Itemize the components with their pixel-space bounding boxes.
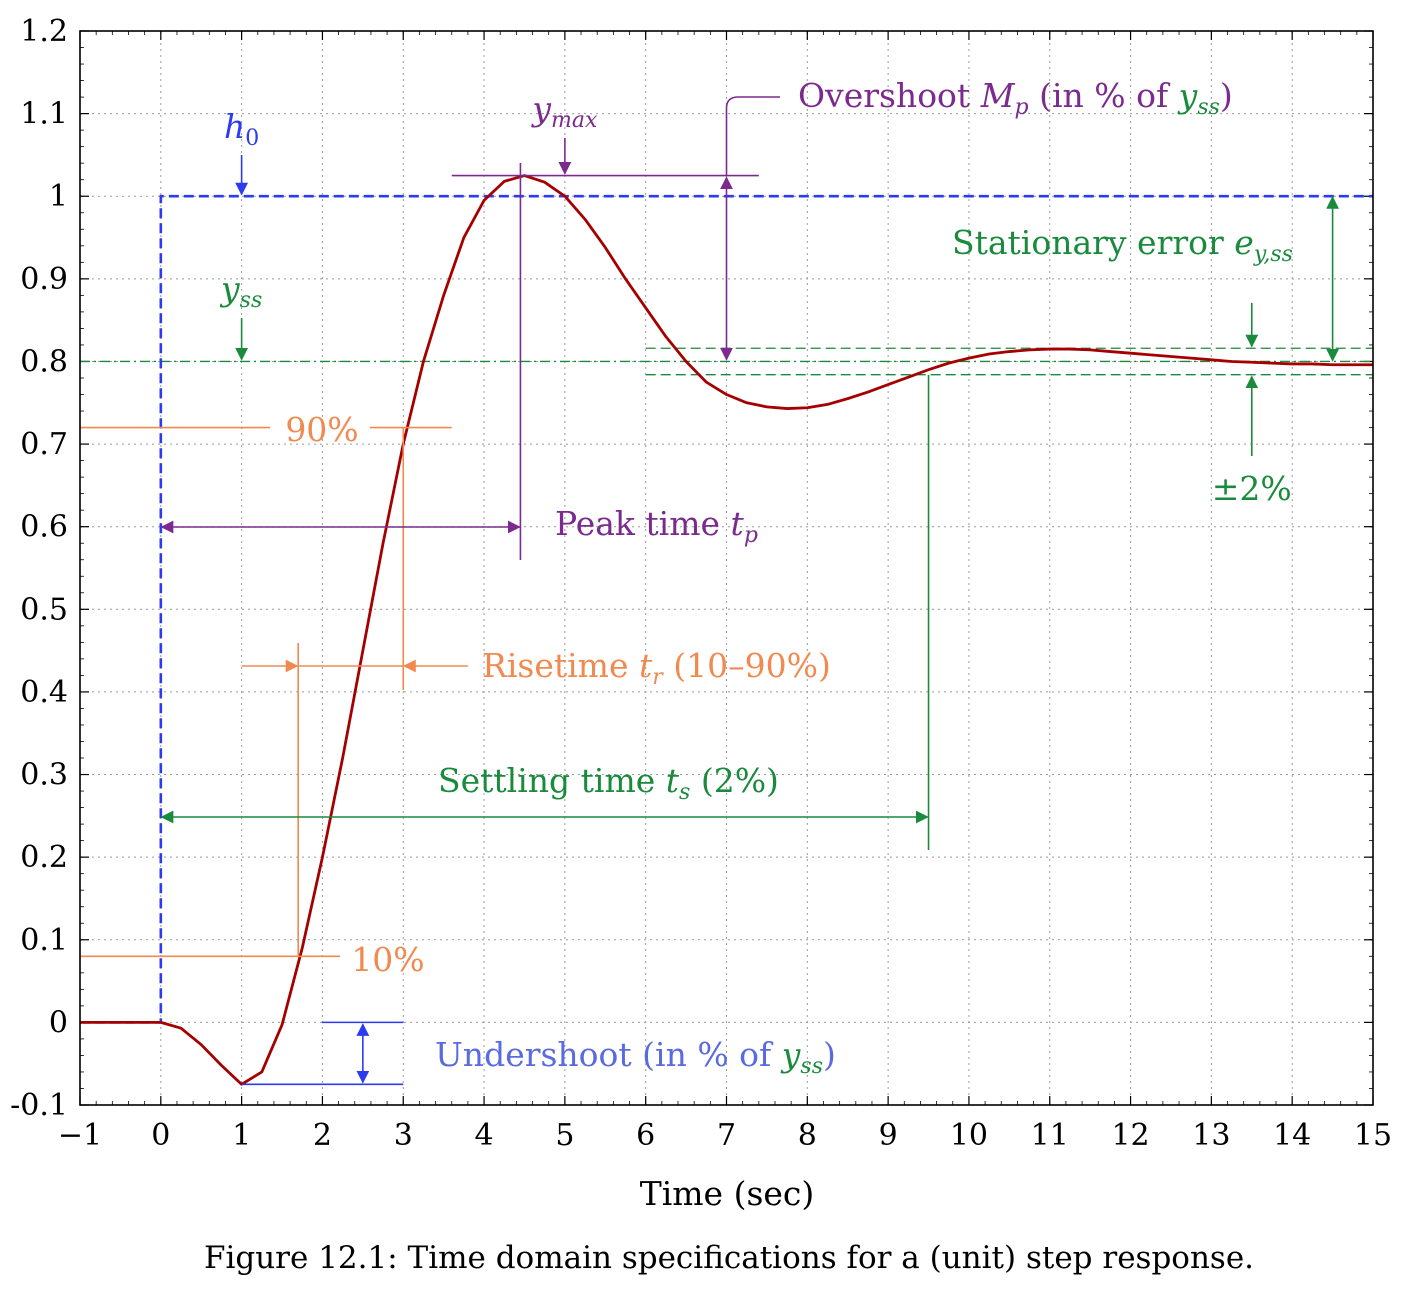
ymax-label: ymax: [530, 89, 598, 133]
x-tick-label: 6: [636, 1118, 655, 1153]
step-response-line: [80, 174, 1373, 1086]
figure-caption: Figure 12.1: Time domain specifications …: [204, 1240, 1254, 1276]
x-axis-label: Time (sec): [640, 1174, 815, 1213]
x-tick-label: 2: [313, 1118, 332, 1153]
y-tick-label: 1.1: [20, 97, 68, 132]
plot-frame: [79, 30, 1374, 1106]
series: [80, 174, 1373, 1086]
x-tick-label: 0: [151, 1118, 170, 1153]
y-tick-label: 0.8: [20, 344, 68, 379]
peak-time-label: Peak time tp: [555, 504, 758, 548]
level90-label: 90%: [285, 410, 358, 449]
x-tick-label: 7: [717, 1118, 736, 1153]
x-tick-label: 13: [1192, 1118, 1230, 1153]
y-tick-label: 0.1: [20, 923, 68, 958]
x-tick-label: 9: [879, 1118, 898, 1153]
y-tick-label: 0.5: [20, 592, 68, 627]
y-tick-label: -0.1: [10, 1088, 68, 1123]
annotations: h0 yss ymax Overshoot Mp (in % of yss) Stati…: [80, 76, 1339, 1086]
level10-label: 10%: [351, 940, 424, 979]
y-tick-label: 0.7: [20, 427, 68, 462]
y-tick-label: 0.6: [20, 510, 68, 545]
stationary-error-label: Stationary error ey,ss: [952, 223, 1293, 267]
x-tick-label: 8: [798, 1118, 817, 1153]
x-tick-label: 3: [394, 1118, 413, 1153]
reference-lines: [80, 347, 1373, 376]
y-tick-label: 1.2: [20, 14, 68, 49]
x-tick-label: 4: [475, 1118, 494, 1153]
x-tick-label: 14: [1273, 1118, 1311, 1153]
y-tick-label: 1: [49, 179, 68, 214]
undershoot-label: Undershoot (in % of yss): [435, 1035, 836, 1079]
tick-labels: −1 0 1 2 3 4 5 6 7 8 9 10 11 12 13 14 15-0.100.10.20.30.…: [10, 14, 1392, 1153]
h0-label: h0: [224, 107, 259, 151]
y-tick-label: 0.3: [20, 758, 68, 793]
tolerance-label: ±2%: [1212, 469, 1292, 508]
x-tick-label: 11: [1031, 1118, 1069, 1153]
overshoot-leader: [725, 96, 780, 176]
y-tick-label: 0: [49, 1005, 68, 1040]
x-tick-label: −1: [58, 1118, 102, 1153]
y-tick-label: 0.9: [20, 262, 68, 297]
settling-time-label: Settling time ts (2%): [438, 761, 779, 805]
x-tick-label: 10: [950, 1118, 988, 1153]
y-tick-label: 0.4: [20, 675, 68, 710]
x-tick-label: 15: [1354, 1118, 1392, 1153]
risetime-label: Risetime tr (10–90%): [482, 646, 831, 690]
x-tick-label: 5: [555, 1118, 574, 1153]
y-tick-label: 0.2: [20, 840, 68, 875]
x-tick-label: 1: [232, 1118, 251, 1153]
yss-label: yss: [219, 269, 262, 313]
overshoot-label: Overshoot Mp (in % of yss): [798, 76, 1233, 120]
x-tick-label: 12: [1111, 1118, 1149, 1153]
